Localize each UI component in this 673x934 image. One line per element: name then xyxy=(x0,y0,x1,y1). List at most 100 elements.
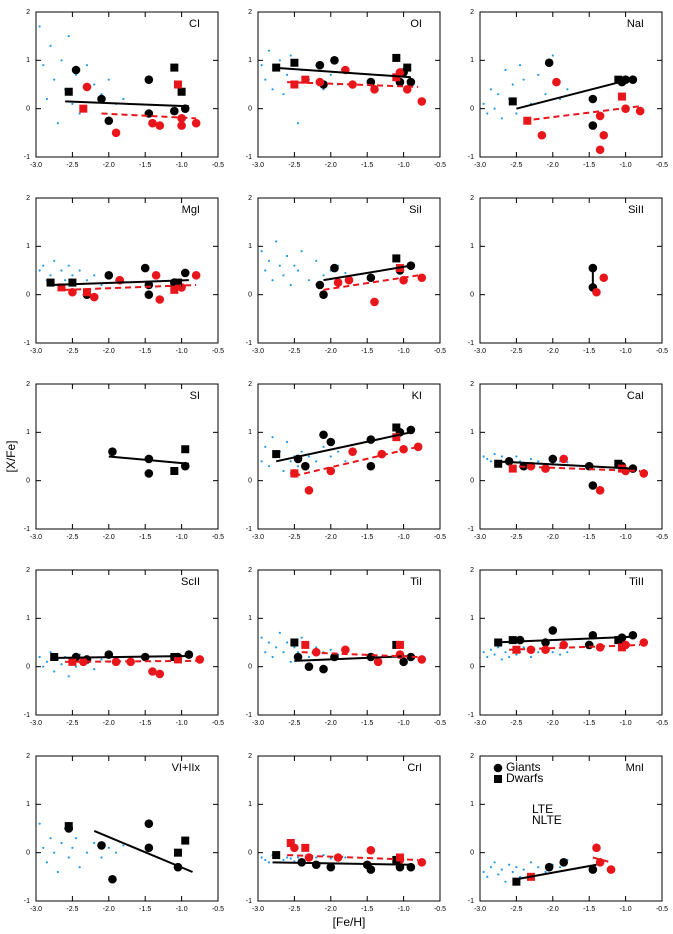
star-dot xyxy=(267,641,271,644)
star-dot xyxy=(504,651,507,654)
giant-point xyxy=(370,297,379,307)
y-tick-label: 1 xyxy=(248,243,252,250)
y-tick-label: 0 xyxy=(470,292,474,299)
star-dot xyxy=(278,59,281,62)
giant-point xyxy=(588,121,598,130)
dwarf-point xyxy=(57,283,66,292)
y-tick-label: 1 xyxy=(26,57,30,64)
y-tick-label: 2 xyxy=(248,381,252,388)
y-tick-label: 0 xyxy=(26,292,30,299)
star-dot xyxy=(100,856,103,859)
dwarf-point xyxy=(290,58,299,67)
star-dot xyxy=(271,88,274,91)
giant-point xyxy=(417,858,427,867)
star-dot xyxy=(45,861,49,864)
x-tick-label: -3.0 xyxy=(474,534,486,541)
x-tick-label: -0.5 xyxy=(656,162,668,169)
x-tick-label: -2.0 xyxy=(547,534,559,541)
x-tick-label: -2.5 xyxy=(288,348,300,355)
giant-point xyxy=(595,111,605,121)
star-dot xyxy=(518,64,522,67)
y-tick-label: 1 xyxy=(248,429,252,436)
giant-point xyxy=(344,275,354,285)
giant-point xyxy=(541,464,550,473)
y-tick-label: 1 xyxy=(26,429,30,436)
x-tick-label: -2.0 xyxy=(103,348,115,355)
x-tick-label: -0.5 xyxy=(212,348,224,355)
giant-point xyxy=(366,273,376,283)
star-dot xyxy=(504,68,507,72)
y-tick-label: 2 xyxy=(248,567,252,574)
star-dot xyxy=(93,83,96,86)
x-tick-label: -1.0 xyxy=(176,348,188,355)
plot-frame xyxy=(257,197,441,344)
dwarf-point xyxy=(614,75,623,84)
x-tick-label: -3.0 xyxy=(252,534,264,541)
x-tick-label: -2.5 xyxy=(66,720,78,727)
fit-line xyxy=(592,856,612,864)
star-dot xyxy=(78,866,81,869)
star-dot xyxy=(497,93,500,96)
star-dot xyxy=(100,283,103,287)
star-dot xyxy=(511,870,514,874)
fit-line xyxy=(65,659,197,663)
giant-point xyxy=(151,271,161,280)
y-tick-label: 1 xyxy=(248,615,252,622)
panel-title: KI xyxy=(412,390,422,402)
panel-title: SiI xyxy=(409,204,422,216)
dwarf-point xyxy=(403,63,412,72)
star-dot xyxy=(93,841,96,845)
star-dot xyxy=(537,866,540,869)
star-dot xyxy=(45,660,49,663)
star-dot xyxy=(78,269,81,272)
y-tick-label: 0 xyxy=(26,850,30,857)
star-dot xyxy=(282,274,285,277)
x-tick-label: -1.0 xyxy=(176,906,188,913)
dwarf-point xyxy=(173,655,182,664)
x-tick-label: -1.5 xyxy=(361,534,373,541)
star-dot xyxy=(489,88,493,91)
x-tick-label: -2.5 xyxy=(288,162,300,169)
star-dot xyxy=(260,856,263,859)
star-dot xyxy=(271,655,274,659)
giant-point xyxy=(595,486,605,495)
x-tick-label: -0.5 xyxy=(212,162,224,169)
giant-point xyxy=(89,292,99,302)
x-tick-label: -2.5 xyxy=(510,348,522,355)
star-dot xyxy=(53,78,56,81)
star-dot xyxy=(515,112,518,115)
y-tick-label: 1 xyxy=(248,801,252,808)
giant-point xyxy=(606,865,616,874)
star-dot xyxy=(529,861,533,864)
star-dot xyxy=(296,856,300,859)
y-tick-label: 0 xyxy=(470,664,474,671)
giant-point xyxy=(552,77,561,87)
giant-point xyxy=(82,82,92,92)
star-dot xyxy=(322,445,325,448)
y-tick-label: -1 xyxy=(246,712,252,719)
star-dot xyxy=(558,866,562,869)
x-tick-label: -2.0 xyxy=(325,162,337,169)
x-tick-label: -2.5 xyxy=(510,906,522,913)
star-dot xyxy=(315,646,318,649)
y-tick-label: -1 xyxy=(468,154,474,161)
y-tick-label: 2 xyxy=(26,9,30,16)
giant-point xyxy=(548,626,558,635)
star-dot xyxy=(74,837,78,840)
giant-point xyxy=(588,865,598,874)
star-dot xyxy=(49,44,52,47)
giant-point xyxy=(319,290,328,299)
y-tick-label: 2 xyxy=(248,195,252,202)
star-dot xyxy=(114,851,118,854)
star-dot xyxy=(49,274,52,277)
y-tick-label: 0 xyxy=(248,664,252,671)
dwarf-point xyxy=(177,87,186,96)
panel-title: TiI xyxy=(410,576,422,588)
star-dot xyxy=(85,279,89,282)
dwarf-point xyxy=(512,645,521,654)
y-tick-label: 1 xyxy=(26,243,30,250)
dwarf-point xyxy=(173,848,182,857)
giant-point xyxy=(341,645,350,655)
fit-line xyxy=(509,465,641,472)
